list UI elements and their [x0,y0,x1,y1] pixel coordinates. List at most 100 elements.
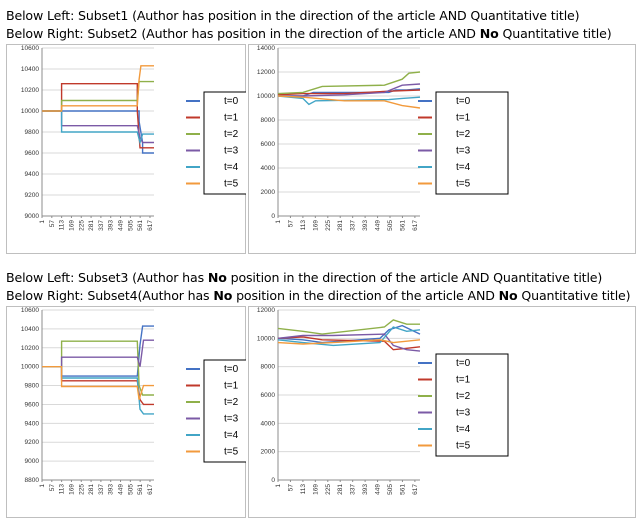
legend-box [203,359,246,463]
chart-subset3: 8800 9000 9200 9400 9600 9800 10000 10200 10400 1… [6,306,246,518]
y-tick-label: 10000 [257,93,275,100]
y-tick-label: 9600 [25,150,40,157]
x-tick-label: 561 [399,484,406,495]
series-line-t-1 [277,89,421,96]
y-tick-label: 10200 [21,345,39,352]
legend-label: t=4 [224,430,239,441]
y-tick-label: 9800 [25,383,40,390]
series-line-t-2 [277,71,421,95]
y-tick-label: 0 [271,213,275,220]
y-tick-label: 10400 [21,66,39,73]
x-tick-label: 449 [375,484,382,495]
x-tick-label: 393 [362,484,369,495]
x-tick-label: 1 [39,220,46,224]
x-tick-label: 113 [300,220,307,231]
x-tick-label: 57 [49,220,56,228]
y-tick-label: 9000 [25,213,40,220]
y-tick-label: 10000 [257,335,275,342]
y-tick-label: 9400 [25,420,40,427]
caption-text: position in the direction of the article… [232,288,499,303]
legend-label: t=2 [456,391,471,402]
y-tick-label: 9400 [25,171,40,178]
x-tick-label: 57 [49,484,56,492]
x-tick-label: 281 [337,220,344,231]
x-tick-label: 393 [108,220,115,231]
legend-box [435,353,509,457]
legend-label: t=1 [456,113,471,124]
x-tick-label: 449 [375,220,382,231]
legend-box [435,91,509,195]
x-tick-label: 113 [59,484,66,495]
legend-label: t=1 [224,381,239,392]
x-tick-label: 449 [118,484,125,495]
x-tick-label: 449 [118,220,125,231]
y-tick-label: 10600 [21,307,39,314]
caption-emphasis: No [498,288,518,303]
caption-text: Quantitative title) [517,288,631,303]
legend-label: t=5 [456,441,471,452]
legend-label: t=3 [224,146,239,157]
y-tick-label: 10400 [21,326,39,333]
caption-text: Below Left: Subset3 (Author has [6,270,208,285]
y-tick-label: 10000 [21,364,39,371]
y-tick-label: 12000 [257,307,275,314]
x-tick-label: 281 [88,220,95,231]
series-line-t-4 [277,95,421,106]
x-tick-label: 505 [387,220,394,231]
caption-text: Quantitative title) [498,26,612,41]
x-tick-label: 617 [147,220,154,231]
y-tick-label: 4000 [261,420,276,427]
series-line-t-5 [277,339,421,345]
x-tick-label: 225 [325,484,332,495]
x-tick-label: 505 [387,484,394,495]
y-tick-label: 6000 [261,141,276,148]
series-line-t-2 [277,319,420,335]
legend-label: t=4 [456,424,471,435]
x-tick-label: 1 [275,220,282,224]
caption-bottom-line1: Below Left: Subset3 (Author has No posit… [6,270,602,285]
y-tick-label: 14000 [257,45,275,52]
caption-top-line1: Below Left: Subset1 (Author has position… [6,8,580,23]
y-tick-label: 10600 [21,45,39,52]
x-tick-label: 561 [137,220,144,231]
y-tick-label: 10200 [21,87,39,94]
legend-label: t=0 [456,358,471,369]
x-tick-label: 169 [312,484,319,495]
series-line-t-0 [277,324,421,344]
series-line-t-3 [277,333,421,352]
y-tick-label: 9000 [25,458,40,465]
caption-text: Below Right: Subset2 (Author has positio… [6,26,480,41]
x-tick-label: 225 [78,220,85,231]
x-tick-label: 505 [127,220,134,231]
x-tick-label: 281 [337,484,344,495]
x-tick-label: 57 [287,220,294,228]
y-tick-label: 4000 [261,165,276,172]
x-tick-label: 169 [68,484,75,495]
caption-text: position in the direction of the article… [226,270,603,285]
x-tick-label: 225 [325,220,332,231]
y-tick-label: 8000 [261,117,276,124]
x-tick-label: 113 [300,484,307,495]
x-tick-label: 617 [412,220,419,231]
x-tick-label: 1 [275,484,282,488]
series-line-t-5 [42,366,154,400]
x-tick-label: 337 [350,484,357,495]
caption-emphasis: No [207,270,227,285]
caption-emphasis: No [213,288,233,303]
x-tick-label: 57 [287,484,294,492]
legend-label: t=3 [456,408,471,419]
y-tick-label: 9200 [25,192,40,199]
x-tick-label: 505 [127,484,134,495]
x-tick-label: 393 [362,220,369,231]
legend-label: t=5 [456,179,471,190]
x-tick-label: 337 [98,484,105,495]
x-tick-label: 337 [98,220,105,231]
caption-text: Below Right: Subset4(Author has [6,288,214,303]
x-tick-label: 337 [350,220,357,231]
x-tick-label: 561 [399,220,406,231]
chart-subset2: 0 2000 4000 6000 8000 10000 12000 14000 1 57 113 16… [248,44,636,254]
y-tick-label: 8800 [25,477,40,484]
legend-label: t=2 [224,129,239,140]
legend-label: t=0 [456,96,471,107]
x-tick-label: 617 [147,484,154,495]
